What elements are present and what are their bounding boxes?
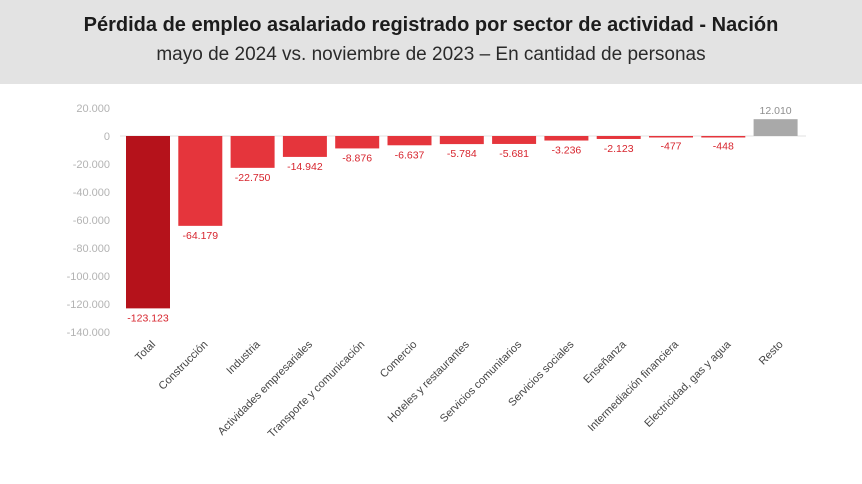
y-tick-label: 20.000 [76,103,110,115]
data-label: -5.681 [499,148,529,160]
x-category-label: Construcción [157,339,211,393]
data-label: -477 [660,141,681,153]
y-tick-label: -20.000 [73,159,110,171]
y-tick-label: 0 [104,131,110,143]
x-category-label: Resto [757,339,786,368]
data-label: -64.179 [182,230,218,242]
x-category-label: Transporte y comunicación [266,339,368,441]
data-label: -5.784 [447,148,477,160]
bar-6 [387,136,432,146]
y-tick-label: -80.000 [73,243,110,255]
bar-5 [335,136,380,149]
bar-10 [596,136,641,139]
bar-chart: 20.000 0 -20.000 -40.000 -60.000 -80.000 -100.… [67,103,806,440]
data-label: 12.010 [760,105,792,117]
x-category-label: Actividades empresariales [216,338,316,438]
y-tick-label: -140.000 [67,327,110,339]
data-label: -14.942 [287,161,323,173]
x-category-label: Electricidad, gas y agua [642,338,734,430]
x-category-label: Total [133,339,158,364]
data-labels: -123.123 -64.179 -22.750 -14.942 -8.876 -6.63… [127,105,792,324]
bar-4 [282,136,327,157]
data-label: -8.876 [342,152,372,164]
data-label: -22.750 [235,172,271,184]
bar-3 [230,136,275,168]
bar-12 [701,136,746,138]
chart-title: Pérdida de empleo asalariado registrado … [83,14,779,36]
y-axis: 20.000 0 -20.000 -40.000 -60.000 -80.000 -100.… [67,103,110,339]
data-label: -6.637 [395,149,425,161]
bar-1 [126,136,170,309]
y-tick-label: -120.000 [67,299,110,311]
data-label: -2.123 [604,143,634,155]
bar-series [126,119,798,309]
bar-8 [492,136,537,144]
data-label: -448 [713,141,734,153]
y-tick-label: -100.000 [67,271,110,283]
chart-header: Pérdida de empleo asalariado registrado … [0,0,862,84]
data-label: -3.236 [552,145,582,157]
bar-9 [544,136,589,141]
bar-2 [178,136,223,226]
chart-subtitle: mayo de 2024 vs. noviembre de 2023 – En … [156,44,706,65]
x-category-label: Industria [224,338,263,377]
data-label: -123.123 [127,312,169,324]
bar-13 [753,119,798,136]
x-category-label: Intermediación financiera [586,338,682,434]
y-tick-label: -60.000 [73,215,110,227]
x-category-label: Comercio [378,339,420,381]
bar-7 [439,136,484,145]
bar-11 [649,136,693,138]
x-category-label: Enseñanza [581,338,629,386]
y-tick-label: -40.000 [73,187,110,199]
